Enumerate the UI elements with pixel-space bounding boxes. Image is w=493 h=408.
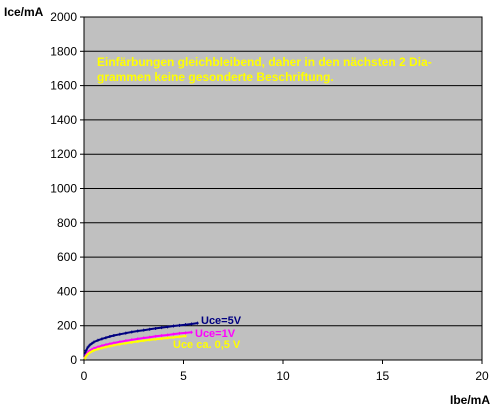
data-point (183, 334, 187, 338)
data-point (183, 331, 187, 335)
data-point (166, 325, 170, 329)
data-point (189, 330, 193, 334)
x-tick-label: 0 (81, 369, 88, 383)
y-tick-label: 2000 (50, 10, 77, 24)
data-point (100, 337, 104, 341)
data-point (148, 335, 152, 339)
data-point (104, 345, 108, 349)
data-point (86, 345, 90, 349)
data-point (154, 326, 158, 330)
y-axis-title: Ice/mA (4, 5, 44, 19)
y-tick-label: 1600 (50, 79, 77, 93)
x-axis-title: Ibe/mA (450, 393, 490, 407)
y-tick-label: 1800 (50, 44, 77, 58)
data-point (118, 332, 122, 336)
gridlines (84, 50, 482, 327)
data-point (86, 352, 90, 356)
data-point (172, 332, 176, 336)
annotation-line-1: Einfärbungen gleichbleibend, daher in de… (97, 55, 432, 69)
data-point (154, 334, 158, 338)
data-series (83, 321, 199, 360)
data-point (142, 336, 146, 340)
data-point (172, 324, 176, 328)
series-0 (83, 321, 199, 357)
data-point (83, 356, 87, 360)
data-point (112, 343, 116, 347)
data-point (108, 344, 112, 348)
data-point (118, 342, 122, 346)
data-point (195, 321, 199, 325)
data-point (104, 336, 108, 340)
data-point (90, 341, 94, 345)
y-tick-label: 1200 (50, 147, 77, 161)
y-tick-label: 400 (57, 284, 77, 298)
data-point (84, 349, 88, 353)
data-point (172, 335, 176, 339)
series-label-uce-0-5v: Uce ca. 0,5 V (173, 339, 241, 351)
y-tick-label: 800 (57, 216, 77, 230)
data-point (96, 347, 100, 351)
data-point (88, 350, 92, 354)
annotation-line-2: grammen keine gesonderte Beschriftung. (97, 70, 334, 84)
data-point (183, 323, 187, 327)
data-point (136, 329, 140, 333)
data-point (90, 349, 94, 353)
data-point (130, 330, 134, 334)
data-point (124, 331, 128, 335)
data-point (84, 354, 88, 358)
data-point (88, 343, 92, 347)
x-tick-label: 10 (276, 369, 290, 383)
data-point (124, 341, 128, 345)
data-point (96, 338, 100, 342)
series-label-uce-1v: Uce=1V (195, 328, 236, 340)
data-point (166, 336, 170, 340)
data-point (136, 339, 140, 343)
x-tick-label: 15 (376, 369, 390, 383)
data-point (160, 334, 164, 338)
data-point (178, 323, 182, 327)
data-point (136, 337, 140, 341)
data-point (142, 328, 146, 332)
data-point (130, 340, 134, 344)
y-tick-label: 1000 (50, 182, 77, 196)
y-tick-label: 1400 (50, 113, 77, 127)
data-point (108, 335, 112, 339)
series-2 (83, 334, 187, 360)
data-point (160, 326, 164, 330)
data-point (148, 327, 152, 331)
axis-ticks: 0 200 400 600 800 1000 1200 1400 1600 1800 2000 0 5 1… (50, 10, 489, 383)
data-point (92, 348, 96, 352)
series-1 (83, 330, 193, 359)
data-point (142, 339, 146, 343)
y-tick-label: 600 (57, 250, 77, 264)
y-tick-label: 0 (70, 353, 77, 367)
data-point (148, 338, 152, 342)
series-label-uce-5v: Uce=5V (201, 315, 242, 327)
x-tick-label: 20 (475, 369, 489, 383)
data-point (166, 333, 170, 337)
data-point (100, 346, 104, 350)
data-point (189, 322, 193, 326)
x-tick-label: 5 (180, 369, 187, 383)
data-point (112, 333, 116, 337)
data-point (178, 331, 182, 335)
data-point (154, 337, 158, 341)
data-point (160, 337, 164, 341)
data-point (92, 340, 96, 344)
data-point (130, 338, 134, 342)
y-tick-label: 200 (57, 319, 77, 333)
data-point (178, 335, 182, 339)
